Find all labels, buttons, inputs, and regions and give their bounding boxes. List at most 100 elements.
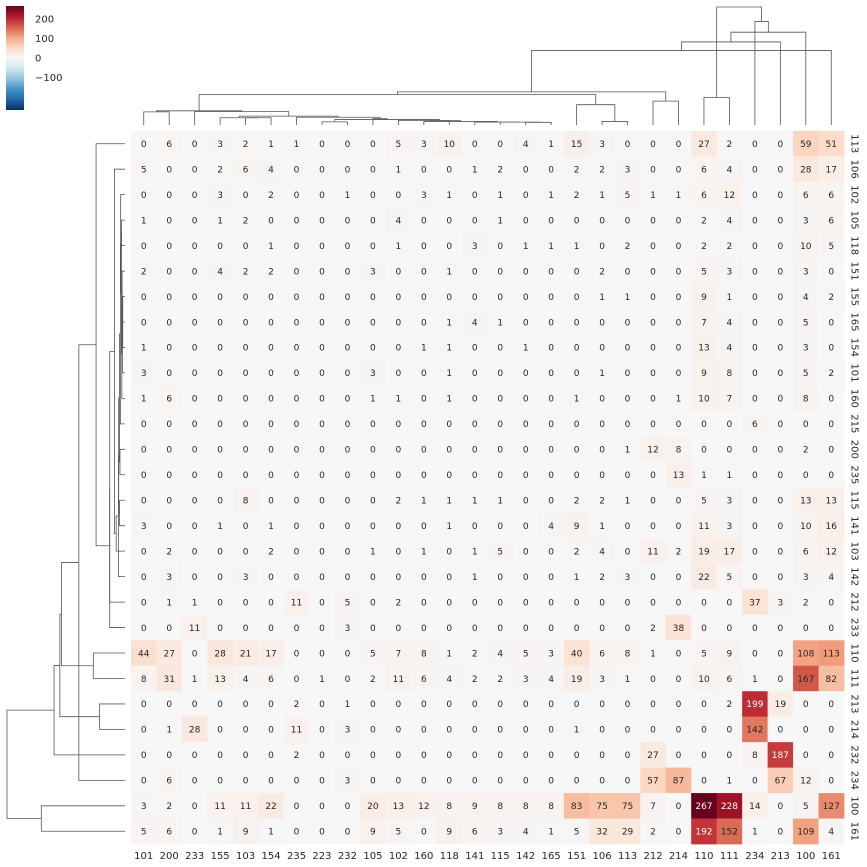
heatmap-cell	[512, 487, 539, 514]
cell-value-label: 0	[752, 471, 758, 481]
cell-value-label: 5	[803, 369, 809, 379]
heatmap-cell	[385, 716, 412, 743]
cell-value-label: 0	[752, 293, 758, 303]
heatmap-cell	[232, 283, 259, 310]
cell-value-label: 0	[497, 751, 503, 761]
cell-value-label: 0	[828, 446, 834, 456]
dendrogram-link	[143, 111, 170, 125]
cell-value-label: 0	[319, 395, 325, 405]
heatmap-cell	[538, 614, 565, 641]
cell-value-label: 0	[370, 726, 376, 736]
cell-value-label: 0	[650, 344, 656, 354]
cell-value-label: 1	[497, 216, 503, 226]
heatmap-cell	[716, 283, 743, 310]
cell-value-label: 0	[141, 420, 147, 430]
cell-value-label: 8	[803, 395, 809, 405]
heatmap-cell	[691, 181, 718, 208]
x-tick-label: 235	[287, 851, 306, 862]
heatmap-cell	[181, 411, 208, 437]
heatmap-cell	[538, 283, 565, 310]
cell-value-label: 19	[571, 675, 583, 685]
heatmap-cell	[411, 232, 437, 259]
heatmap-cell	[181, 589, 208, 616]
heatmap-cell	[538, 131, 565, 157]
heatmap-cell	[156, 131, 183, 157]
cell-value-label: 0	[166, 344, 172, 354]
cell-value-label: 0	[268, 369, 274, 379]
cell-value-label: 27	[698, 140, 709, 150]
cell-value-label: 2	[396, 598, 402, 608]
cell-value-label: 1	[523, 344, 529, 354]
heatmap-cell	[258, 411, 285, 437]
cell-value-label: 20	[367, 802, 379, 812]
cell-value-label: 0	[345, 471, 351, 481]
x-tick-label: 200	[160, 851, 179, 862]
heatmap-cell	[283, 512, 310, 539]
dendrogram-link	[716, 6, 763, 98]
cell-value-label: 0	[752, 369, 758, 379]
cell-value-label: 0	[268, 216, 274, 226]
heatmap-cell	[385, 563, 412, 590]
cell-value-label: 0	[777, 675, 783, 685]
cell-value-label: 0	[268, 751, 274, 761]
cell-value-label: 11	[647, 547, 658, 557]
cell-value-label: 0	[294, 446, 300, 456]
cell-value-label: 0	[625, 369, 631, 379]
cell-value-label: 6	[828, 191, 834, 201]
heatmap-cell	[818, 232, 845, 259]
cell-value-label: 3	[421, 191, 427, 201]
heatmap-cell	[716, 411, 743, 437]
cell-value-label: 0	[497, 242, 503, 252]
heatmap-cell	[360, 793, 387, 819]
cell-value-label: 0	[268, 497, 274, 507]
cell-value-label: 0	[701, 624, 707, 634]
heatmap-cell	[131, 716, 157, 743]
heatmap-cell	[156, 487, 183, 514]
cell-value-label: 0	[523, 624, 529, 634]
cell-value-label: 5	[574, 828, 580, 838]
dendrogram-link	[730, 31, 807, 125]
heatmap-cell	[793, 640, 819, 667]
heatmap-cell	[258, 181, 285, 208]
cell-value-label: 44	[138, 649, 150, 659]
x-tick-label: 160	[414, 851, 433, 862]
cell-value-label: 0	[243, 344, 249, 354]
heatmap-cell	[411, 487, 437, 514]
heatmap-cell	[818, 309, 845, 336]
cell-value-label: 0	[294, 497, 300, 507]
cell-value-label: 0	[319, 751, 325, 761]
colorbar-tick-label: −100	[35, 73, 62, 84]
heatmap-cell	[436, 334, 463, 361]
cell-value-label: 0	[396, 191, 402, 201]
cell-value-label: 0	[701, 598, 707, 608]
cell-value-label: 4	[727, 216, 733, 226]
heatmap-cell	[360, 767, 387, 794]
cell-value-label: 0	[217, 547, 223, 557]
heatmap-cell	[665, 360, 692, 387]
heatmap-cell	[131, 487, 157, 514]
heatmap-cell	[589, 742, 616, 769]
heatmap-cell	[156, 309, 183, 336]
cell-value-label: 0	[166, 751, 172, 761]
heatmap-cell	[640, 538, 667, 565]
heatmap-cell	[742, 436, 769, 463]
heatmap-cell	[181, 512, 208, 539]
cell-value-label: 11	[291, 726, 302, 736]
heatmap-cell	[716, 614, 743, 641]
cell-value-label: 10	[698, 395, 710, 405]
heatmap-cell	[563, 818, 590, 845]
heatmap-cell	[487, 793, 514, 819]
heatmap-cell	[207, 589, 234, 616]
heatmap-cell	[411, 156, 437, 183]
cell-value-label: 0	[319, 165, 325, 175]
heatmap-cell	[258, 691, 285, 718]
heatmap-cell	[818, 691, 845, 718]
heatmap-cell	[767, 309, 794, 336]
cell-value-label: 12	[800, 777, 811, 787]
heatmap-cell	[131, 283, 157, 310]
heatmap-cell	[334, 767, 361, 794]
heatmap-cell	[665, 462, 692, 488]
cell-value-label: 0	[523, 497, 529, 507]
heatmap-cell	[207, 258, 234, 285]
